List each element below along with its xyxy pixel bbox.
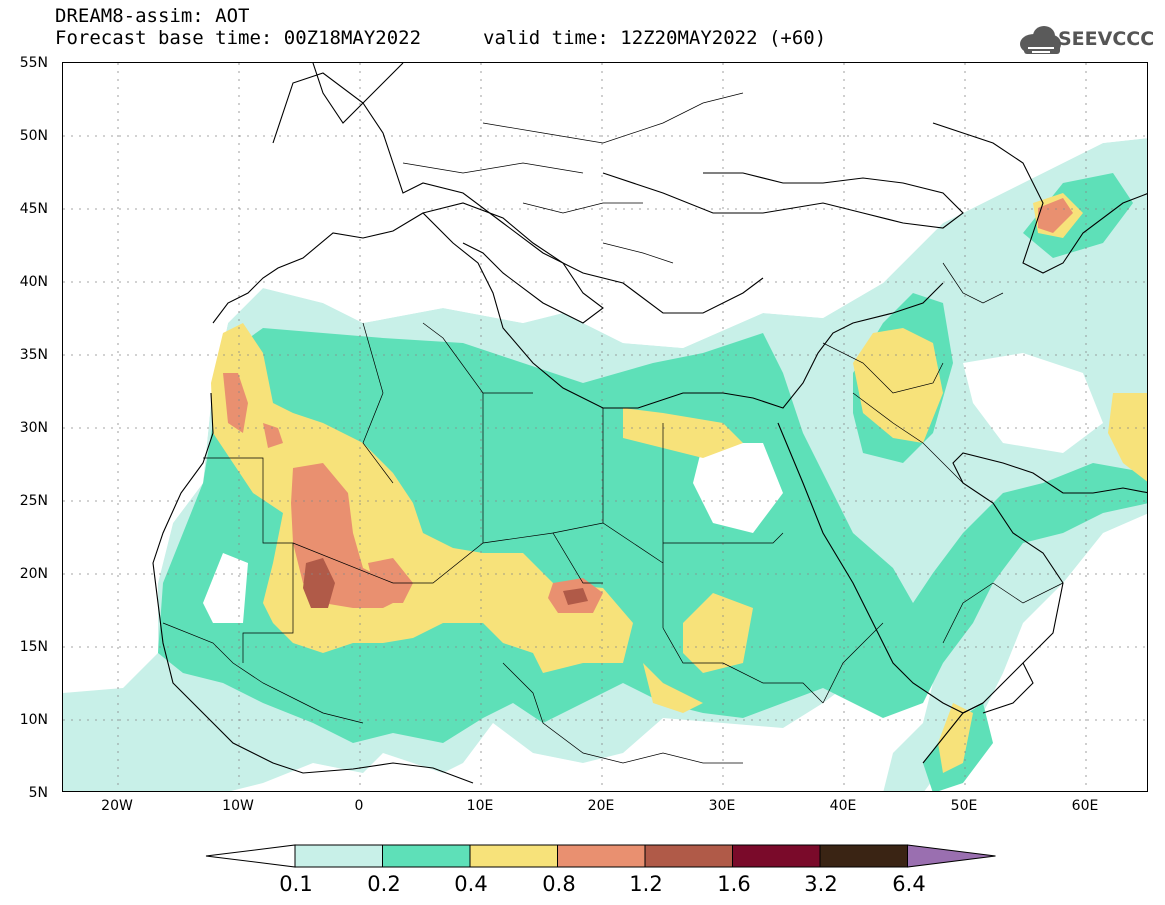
lat-label: 50N: [19, 128, 48, 144]
colorbar-cell: [732, 844, 821, 868]
lat-label: 10N: [19, 712, 48, 728]
lat-label: 40N: [19, 274, 48, 290]
lon-label: 20W: [101, 798, 133, 814]
colorbar-cell: [382, 844, 471, 868]
colorbar-label: 1.2: [629, 872, 663, 896]
aot-field: [63, 63, 1147, 791]
lon-label: 40E: [829, 798, 857, 814]
colorbar-cell: [819, 844, 908, 868]
lon-label: 30E: [708, 798, 736, 814]
lat-label: 55N: [19, 55, 48, 71]
colorbar: [205, 844, 996, 868]
lon-label: 0: [354, 798, 364, 814]
coastlines: [152, 63, 1147, 784]
colorbar-label: 0.1: [279, 872, 313, 896]
colorbar-label: 0.8: [542, 872, 576, 896]
lat-label: 25N: [19, 493, 48, 509]
lat-label: 15N: [19, 639, 48, 655]
colorbar-cell: [294, 844, 383, 868]
lon-label: 50E: [950, 798, 978, 814]
colorbar-over-triangle: [907, 844, 996, 868]
lon-label: 20E: [587, 798, 615, 814]
colorbar-label: 3.2: [804, 872, 838, 896]
colorbar-label: 1.6: [717, 872, 751, 896]
lat-label: 45N: [19, 201, 48, 217]
colorbar-label: 0.2: [367, 872, 401, 896]
lon-label: 60E: [1071, 798, 1099, 814]
colorbar-cell: [644, 844, 733, 868]
aot-map: [63, 63, 1147, 791]
colorbar-cell: [469, 844, 558, 868]
lat-label: 30N: [19, 420, 48, 436]
forecast-base-time: Forecast base time: 00Z18MAY2022: [55, 27, 422, 49]
colorbar-label: 0.4: [454, 872, 488, 896]
lat-label: 20N: [19, 566, 48, 582]
lat-label: 5N: [28, 785, 48, 801]
valid-time: valid time: 12Z20MAY2022 (+60): [483, 27, 827, 49]
lon-label: 10W: [222, 798, 254, 814]
cloud-icon: [1020, 26, 1061, 54]
borders: [162, 92, 1064, 764]
graticule: [63, 63, 1147, 791]
map-frame: [62, 62, 1148, 792]
colorbar-under-triangle: [205, 844, 296, 868]
colorbar-cell: [557, 844, 646, 868]
lon-label: 10E: [466, 798, 494, 814]
seevccc-logo: SEEVCCC: [1058, 28, 1155, 50]
lat-label: 35N: [19, 347, 48, 363]
product-title: DREAM8-assim: AOT: [55, 5, 250, 27]
colorbar-label: 6.4: [892, 872, 926, 896]
